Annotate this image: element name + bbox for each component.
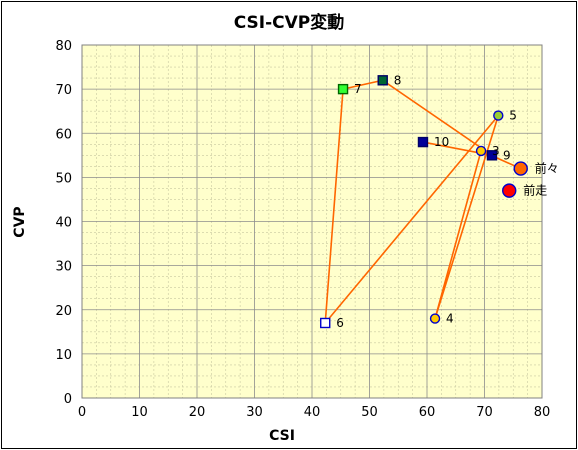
- y-tick-label: 10: [55, 348, 72, 363]
- data-point-5: [493, 110, 504, 121]
- y-tick-label: 70: [55, 83, 72, 98]
- y-tick-label: 20: [55, 304, 72, 319]
- point-label: 8: [394, 73, 402, 87]
- x-axis-label: CSI: [269, 428, 295, 444]
- x-tick-label: 60: [419, 405, 436, 420]
- point-label: 前走: [523, 183, 547, 198]
- x-tick-label: 50: [361, 405, 378, 420]
- x-tick-label: 30: [246, 405, 263, 420]
- y-tick-label: 0: [64, 392, 72, 407]
- data-point-前々: [513, 161, 528, 176]
- point-label: 10: [434, 135, 449, 149]
- x-tick-label: 70: [476, 405, 493, 420]
- x-tick-label: 40: [304, 405, 321, 420]
- grid-lines: [81, 44, 543, 399]
- y-tick-label: 60: [55, 127, 72, 142]
- data-point-6: [320, 317, 331, 329]
- y-tick-label: 30: [55, 260, 72, 275]
- x-tick-label: 80: [534, 405, 551, 420]
- data-point-4: [429, 313, 441, 324]
- data-point-10: [417, 136, 429, 148]
- data-point-3: [475, 145, 487, 157]
- x-tick-label: 10: [131, 405, 148, 420]
- y-axis-label: CVP: [12, 206, 28, 237]
- plot-border: [81, 44, 543, 399]
- point-label: 前々: [535, 161, 559, 176]
- data-point-前走: [502, 183, 517, 198]
- point-label: 9: [503, 148, 511, 162]
- point-label: 6: [336, 316, 344, 330]
- point-label: 4: [446, 312, 454, 326]
- chart-title: CSI-CVP変動: [234, 12, 345, 33]
- x-tick-label: 0: [78, 405, 86, 420]
- point-label: 7: [354, 82, 362, 96]
- data-point-7: [337, 83, 349, 95]
- axis-ticks: 0 10 20 30 40 50 60 70 80 0 10 20 30 40 50 60 70 80: [55, 39, 550, 420]
- y-tick-label: 50: [55, 171, 72, 186]
- data-point-8: [377, 75, 388, 86]
- x-tick-label: 20: [189, 405, 206, 420]
- y-tick-label: 80: [55, 39, 72, 54]
- y-tick-label: 40: [55, 216, 72, 231]
- point-label: 5: [509, 109, 517, 123]
- point-label: 3: [492, 144, 500, 158]
- data-points: [320, 75, 528, 329]
- data-point-9: [486, 150, 498, 161]
